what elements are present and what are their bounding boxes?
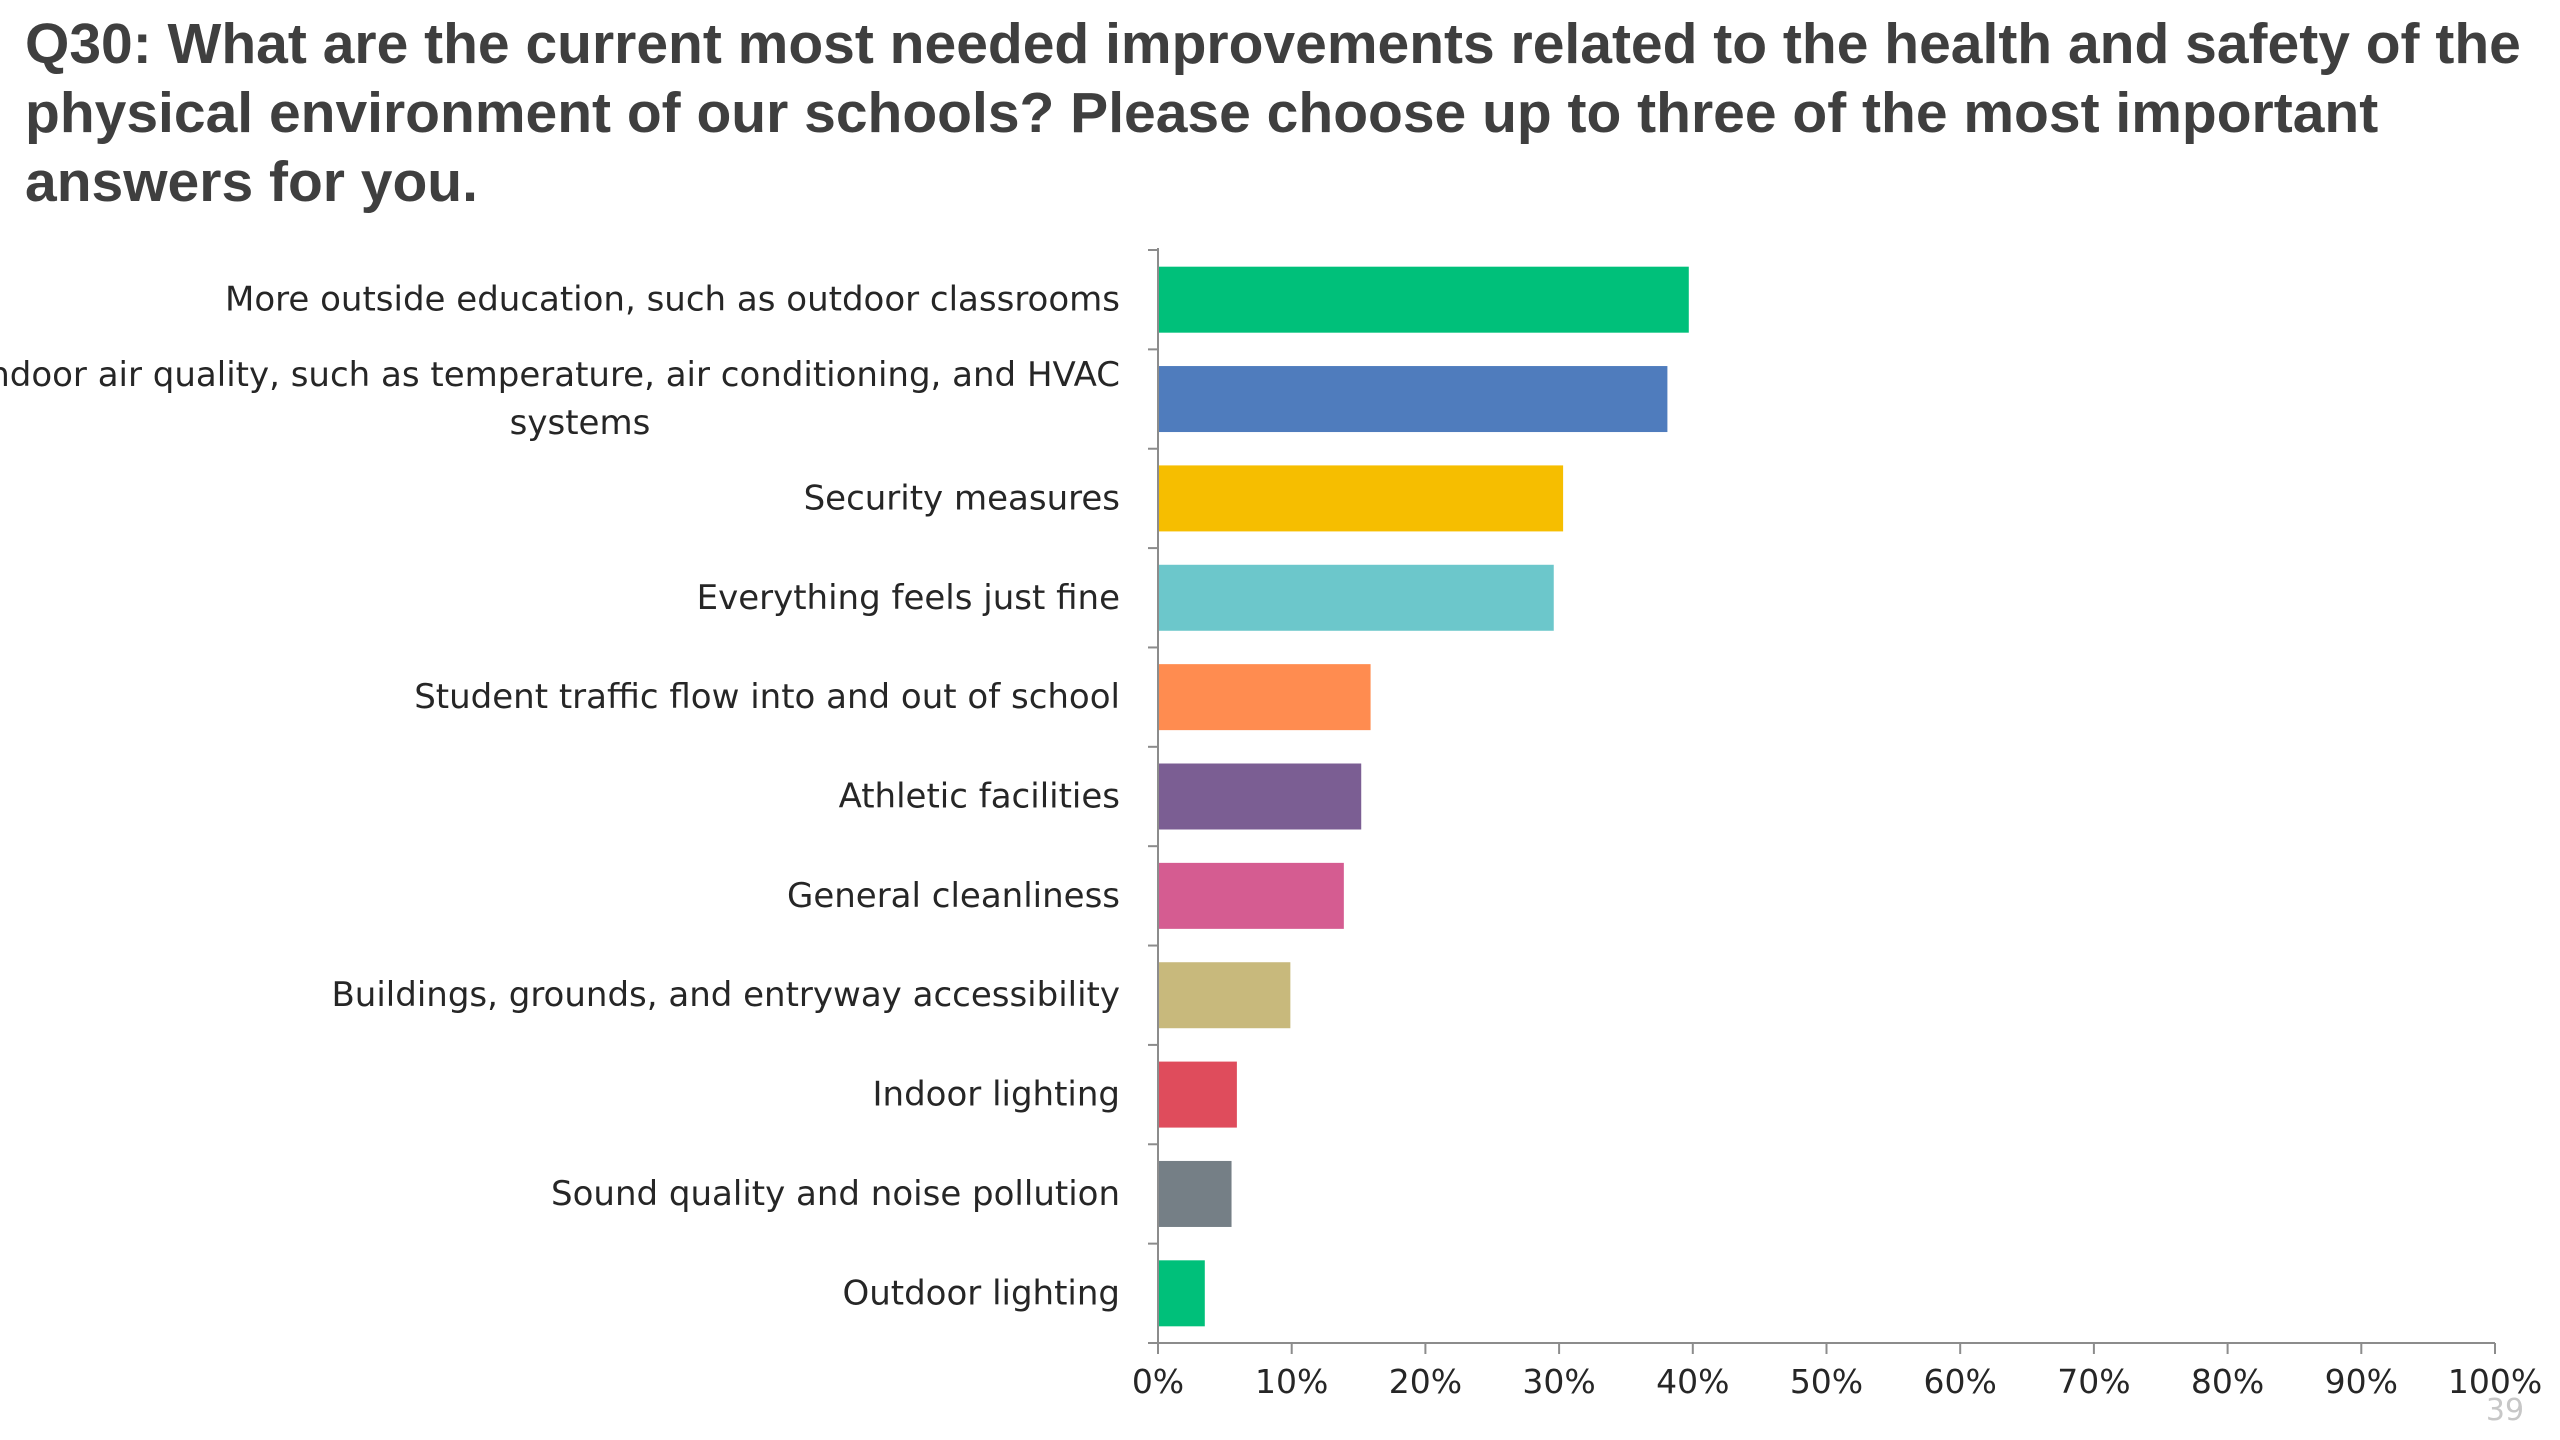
x-tick-label: 90%: [2325, 1362, 2398, 1401]
bar: [1159, 564, 1554, 631]
page-number: 39: [2486, 1393, 2524, 1428]
category-label: Indoor air quality, such as temperature,…: [0, 355, 1120, 395]
x-tick-label: 0%: [1132, 1362, 1184, 1401]
bar: [1159, 1260, 1205, 1327]
question-title: Q30: What are the current most needed im…: [25, 12, 2521, 214]
bar: [1159, 266, 1689, 333]
bar: [1159, 962, 1291, 1029]
x-tick-label: 60%: [1924, 1362, 1997, 1401]
category-label: Sound quality and noise pollution: [551, 1174, 1120, 1214]
bar: [1159, 862, 1344, 929]
category-label: Buildings, grounds, and entryway accessi…: [331, 975, 1120, 1015]
x-tick-label: 100%: [2448, 1362, 2542, 1401]
category-label: General cleanliness: [787, 876, 1120, 916]
bar: [1159, 1061, 1237, 1128]
x-tick-label: 30%: [1522, 1362, 1595, 1401]
category-label: Everything feels just fine: [697, 578, 1120, 618]
x-tick-label: 40%: [1656, 1362, 1729, 1401]
bar: [1159, 763, 1362, 830]
x-tick-label: 80%: [2191, 1362, 2264, 1401]
category-label: More outside education, such as outdoor …: [225, 280, 1120, 320]
x-tick-label: 10%: [1255, 1362, 1328, 1401]
category-label: Indoor lighting: [873, 1075, 1120, 1115]
x-tick-label: 50%: [1790, 1362, 1863, 1401]
category-label: Outdoor lighting: [842, 1273, 1120, 1313]
bar: [1159, 664, 1371, 731]
bar: [1159, 465, 1564, 532]
category-label: Security measures: [804, 478, 1120, 518]
x-tick-label: 20%: [1389, 1362, 1462, 1401]
category-label: Student traffic flow into and out of sch…: [414, 677, 1120, 717]
category-label: systems: [510, 403, 651, 443]
x-tick-label: 70%: [2057, 1362, 2130, 1401]
bar: [1159, 1160, 1232, 1227]
bar: [1159, 366, 1668, 433]
category-label: Athletic facilities: [839, 777, 1120, 817]
